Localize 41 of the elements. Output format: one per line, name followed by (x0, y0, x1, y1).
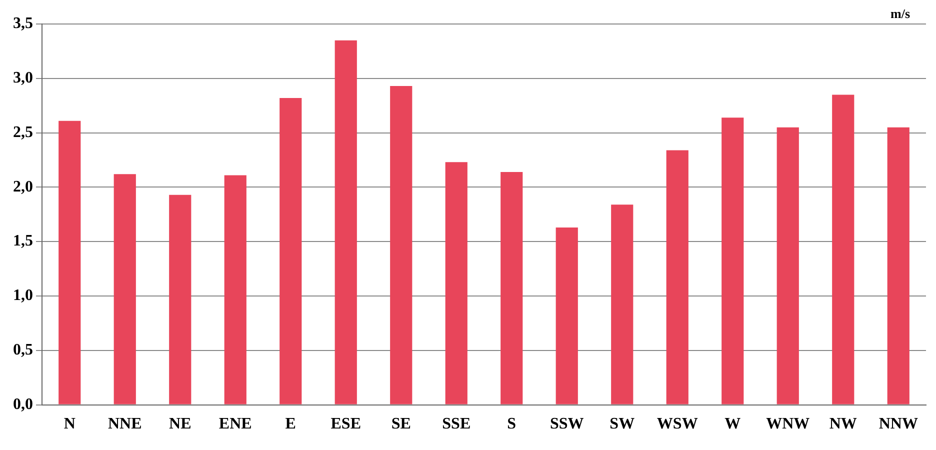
y-tick-label: 0,5 (13, 342, 33, 359)
bar (58, 120, 81, 404)
x-tick-label: S (507, 416, 516, 433)
y-tick-label: 3,0 (13, 70, 33, 87)
bar (114, 174, 136, 404)
x-tick-label: SE (391, 416, 411, 433)
x-tick-label: SSW (550, 416, 584, 433)
x-tick-label: ENE (218, 416, 252, 433)
bar (832, 94, 854, 404)
x-tick-label: WNW (766, 416, 810, 433)
bar (776, 127, 799, 404)
y-axis-title: m/s (890, 6, 910, 22)
y-tick-label: 0,0 (13, 396, 33, 413)
bar (887, 127, 910, 404)
bar (445, 162, 468, 404)
bar (556, 227, 578, 404)
bar (722, 118, 744, 404)
bar (280, 98, 302, 404)
y-tick-label: 3,5 (13, 15, 33, 32)
x-tick-label: ESE (330, 416, 361, 433)
x-tick-label: N (64, 416, 76, 433)
bar (500, 172, 523, 404)
x-tick-label: NW (829, 416, 857, 433)
bar (390, 86, 412, 404)
bar (666, 150, 688, 404)
x-tick-label: E (285, 416, 296, 433)
x-tick-label: NE (169, 416, 192, 433)
x-tick-label: SSE (442, 416, 471, 433)
bar (169, 194, 192, 404)
x-tick-label: NNE (108, 416, 142, 433)
y-tick-label: 1,0 (13, 287, 33, 304)
bar (334, 40, 357, 404)
y-tick-label: 2,5 (13, 124, 33, 141)
bar (611, 204, 634, 404)
y-tick-label: 2,0 (13, 178, 33, 196)
x-tick-label: W (724, 416, 741, 433)
x-tick-label: SW (610, 416, 635, 433)
bar (224, 175, 246, 404)
y-tick-label: 1,5 (13, 232, 33, 250)
x-tick-label: WSW (656, 416, 698, 433)
x-tick-label: NNW (878, 416, 918, 433)
